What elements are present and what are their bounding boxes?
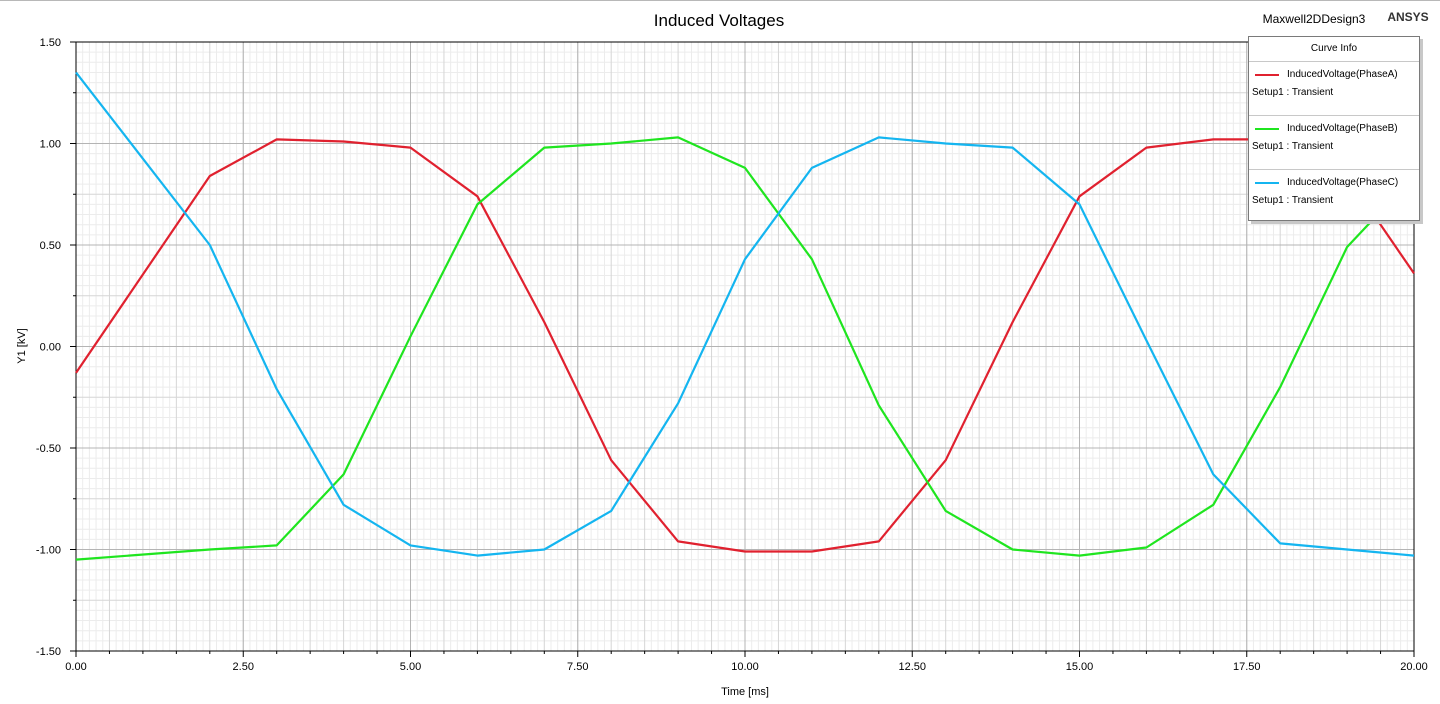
x-axis-label: Time [ms] bbox=[721, 686, 769, 698]
legend-series-name: InducedVoltage(PhaseA) bbox=[1287, 69, 1398, 80]
legend-swatch-phase-a bbox=[1255, 74, 1279, 76]
x-tick-label: 10.00 bbox=[731, 661, 759, 673]
curve-info-legend[interactable]: Curve Info InducedVoltage(PhaseA) Setup1… bbox=[1248, 36, 1420, 221]
x-tick-label: 2.50 bbox=[233, 661, 254, 673]
legend-setup-label: Setup1 : Transient bbox=[1252, 87, 1334, 98]
x-tick-label: 15.00 bbox=[1066, 661, 1094, 673]
series-line-phase-a[interactable] bbox=[75, 138, 1415, 553]
series-line-phase-c[interactable] bbox=[75, 71, 1415, 557]
chart-title: Induced Voltages bbox=[654, 11, 784, 30]
y-axis-label: Y1 [kV] bbox=[16, 328, 28, 363]
legend-entry-phase-c[interactable]: InducedVoltage(PhaseC) Setup1 : Transien… bbox=[1249, 170, 1419, 223]
ansys-logo: ANSYS bbox=[1387, 10, 1428, 24]
design-name: Maxwell2DDesign3 bbox=[1263, 12, 1366, 26]
x-tick-label: 20.00 bbox=[1400, 661, 1428, 673]
y-tick-label: -0.50 bbox=[36, 443, 61, 455]
legend-series-name: InducedVoltage(PhaseC) bbox=[1287, 177, 1399, 188]
grid bbox=[75, 41, 1415, 652]
y-tick-label: 0.00 bbox=[40, 342, 61, 354]
legend-setup-label: Setup1 : Transient bbox=[1252, 195, 1334, 206]
axes: 0.00 2.50 5.00 7.50 10.00 12.50 15.00 17.50 20.0… bbox=[36, 37, 1428, 673]
series-lines bbox=[75, 71, 1415, 561]
legend-swatch-phase-c bbox=[1255, 182, 1279, 184]
legend-swatch-phase-b bbox=[1255, 128, 1279, 130]
legend-title: Curve Info bbox=[1249, 37, 1419, 62]
y-tick-label: -1.00 bbox=[36, 545, 61, 557]
legend-entry-phase-a[interactable]: InducedVoltage(PhaseA) Setup1 : Transien… bbox=[1249, 62, 1419, 116]
legend-setup-label: Setup1 : Transient bbox=[1252, 141, 1334, 152]
legend-entry-phase-b[interactable]: InducedVoltage(PhaseB) Setup1 : Transien… bbox=[1249, 116, 1419, 170]
x-tick-label: 5.00 bbox=[400, 661, 421, 673]
y-tick-label: 1.50 bbox=[40, 37, 61, 49]
x-tick-label: 0.00 bbox=[65, 661, 86, 673]
y-tick-label: 1.00 bbox=[40, 139, 61, 151]
x-tick-label: 17.50 bbox=[1233, 661, 1261, 673]
y-tick-label: 0.50 bbox=[40, 240, 61, 252]
x-tick-label: 7.50 bbox=[567, 661, 588, 673]
x-tick-label: 12.50 bbox=[898, 661, 926, 673]
y-tick-label: -1.50 bbox=[36, 646, 61, 658]
window-top-border bbox=[0, 0, 1440, 1]
legend-series-name: InducedVoltage(PhaseB) bbox=[1287, 123, 1398, 134]
